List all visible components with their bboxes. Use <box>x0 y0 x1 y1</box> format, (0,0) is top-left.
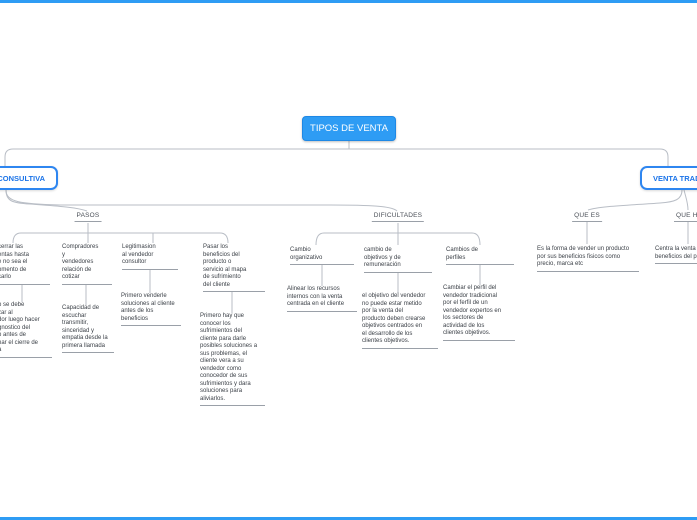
leaf-node[interactable]: Cambios de perfiles <box>446 247 514 265</box>
leaf-node[interactable]: Es la forma de vender un producto por su… <box>537 246 639 272</box>
leaf-node[interactable]: Compradores y vendedores relación de cot… <box>62 244 112 285</box>
leaf-node[interactable]: Centra la venta e beneficios del p <box>655 246 697 264</box>
leaf-node[interactable]: Capacidad de escuchar transmitir, sincer… <box>62 305 114 353</box>
leaf-node[interactable]: Alinear los recursos internos con la ven… <box>287 286 357 312</box>
leaf-node[interactable]: Primero hay que conocer los sufrimientos… <box>200 313 265 406</box>
leaf-node[interactable]: Cambio organizativo <box>290 247 354 265</box>
group-label-que-es[interactable]: QUE ES <box>572 212 602 222</box>
window-bottom-border <box>0 517 697 520</box>
branch-venta-tradicional-label: VENTA TRAD <box>653 173 697 183</box>
leaf-node[interactable]: Legitimasion al vendedor consultor <box>122 244 178 270</box>
leaf-node[interactable]: Pasar los beneficios del producto o serv… <box>203 244 265 292</box>
root-node-tipos-de-venta[interactable]: TIPOS DE VENTA <box>302 116 396 141</box>
leaf-node[interactable]: el objetivo del vendedor no puede estar … <box>362 293 438 349</box>
leaf-node[interactable]: cambio de objetivos y de remuneración <box>364 247 432 273</box>
group-label-dificultades[interactable]: DIFICULTADES <box>371 212 425 222</box>
leaf-node[interactable]: Primero venderle soluciones al cliente a… <box>121 293 181 326</box>
branch-node-venta-tradicional[interactable]: VENTA TRAD <box>640 166 697 190</box>
root-node-label: TIPOS DE VENTA <box>310 123 388 134</box>
leaf-node[interactable]: o se debe zar al dor luego hacer gnostic… <box>0 302 52 358</box>
group-label-pasos[interactable]: PASOS <box>74 212 102 222</box>
leaf-node[interactable]: cerrar las entas hasta e no sea el oment… <box>0 244 50 285</box>
branch-node-consultiva[interactable]: CONSULTIVA <box>0 166 58 190</box>
window-top-border <box>0 0 697 3</box>
group-label-que-hace[interactable]: QUE H <box>674 212 697 222</box>
branch-consultiva-label: CONSULTIVA <box>0 173 45 183</box>
leaf-node[interactable]: Cambiar el perfil del vendedor tradicion… <box>443 285 515 341</box>
